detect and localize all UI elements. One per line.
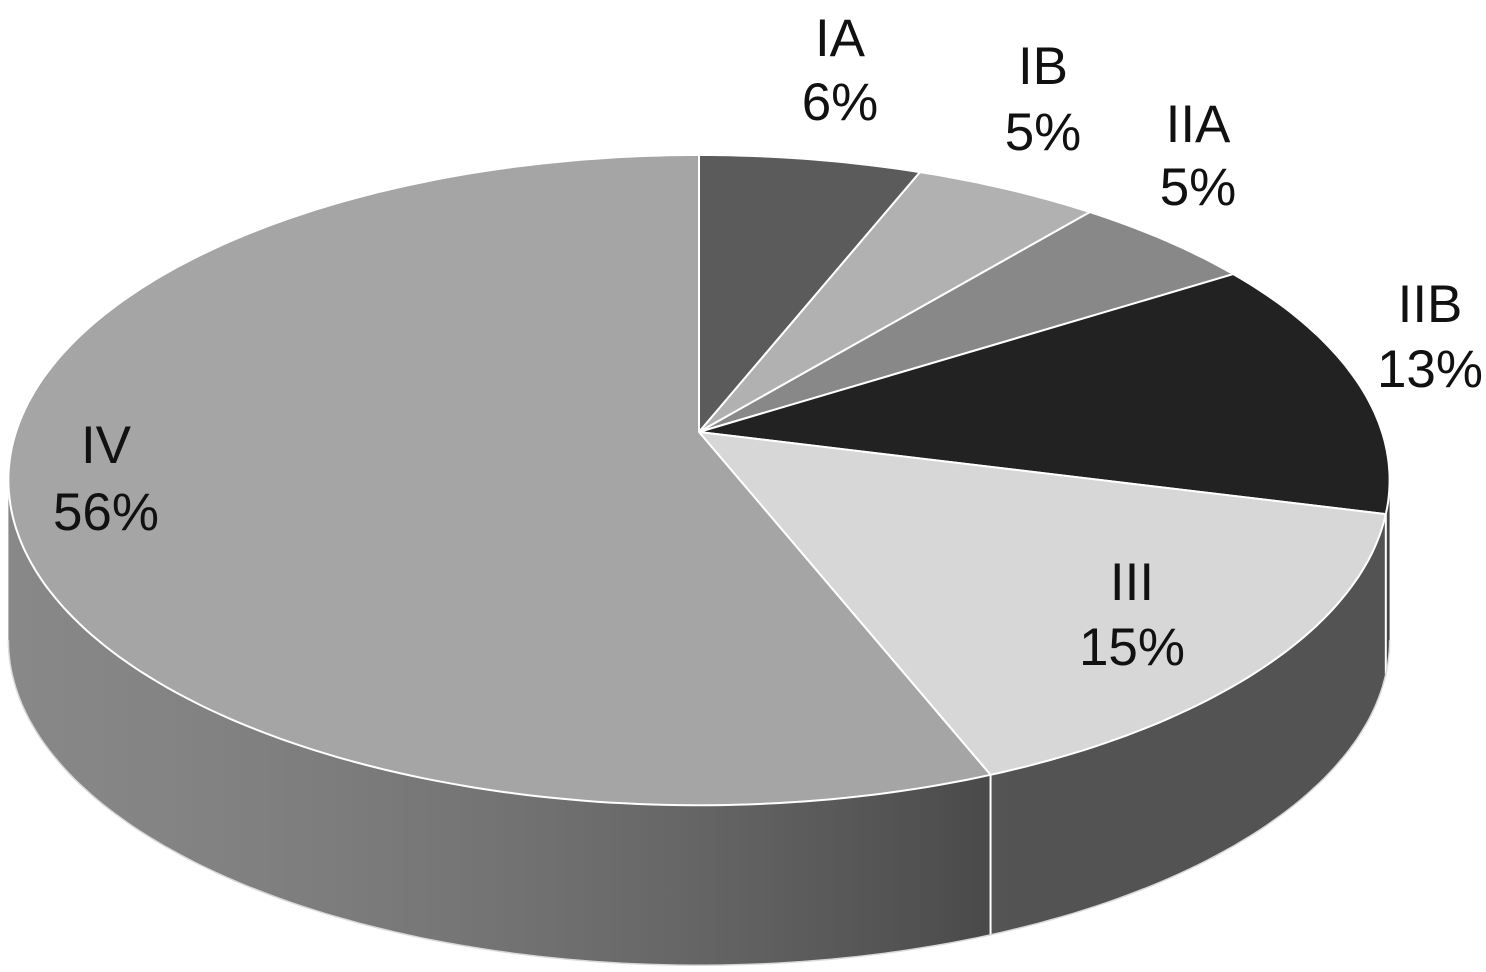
slice-label-ia: IA [815, 9, 866, 68]
slice-label-ib: IB [1018, 37, 1068, 96]
slice-percent-iia: 5% [1160, 158, 1237, 217]
pie-side-shade-iii [990, 514, 1386, 935]
pie-slice-iib [698, 273, 1391, 516]
pie-top-slices [7, 154, 1391, 807]
pie-side-walls [7, 480, 1391, 966]
pie-slice-iv [7, 154, 992, 807]
slice-label-iib: IIB [1398, 275, 1463, 334]
slice-label-iii: III [1110, 553, 1154, 612]
pie-side-shade-iv [8, 480, 991, 966]
pie-slice-iia [698, 211, 1235, 433]
pie-bottom-rim [7, 640, 1391, 966]
slice-label-iia: IIA [1166, 95, 1231, 154]
slice-percent-iib: 13% [1377, 340, 1483, 399]
slice-label-iv: IV [81, 416, 132, 475]
slice-percent-iii: 15% [1079, 618, 1185, 677]
pie-slice-ia [698, 154, 921, 433]
slice-percent-ib: 5% [1005, 103, 1082, 162]
slice-percent-iv: 56% [53, 483, 159, 542]
slice-percent-ia: 6% [802, 73, 879, 132]
pie-slice-ib [698, 171, 1091, 433]
slice-labels: IA 6% IB 5% IIA 5% IIB 13% III 15% IV 56… [53, 9, 1483, 677]
pie-slice-iii [698, 431, 1387, 776]
